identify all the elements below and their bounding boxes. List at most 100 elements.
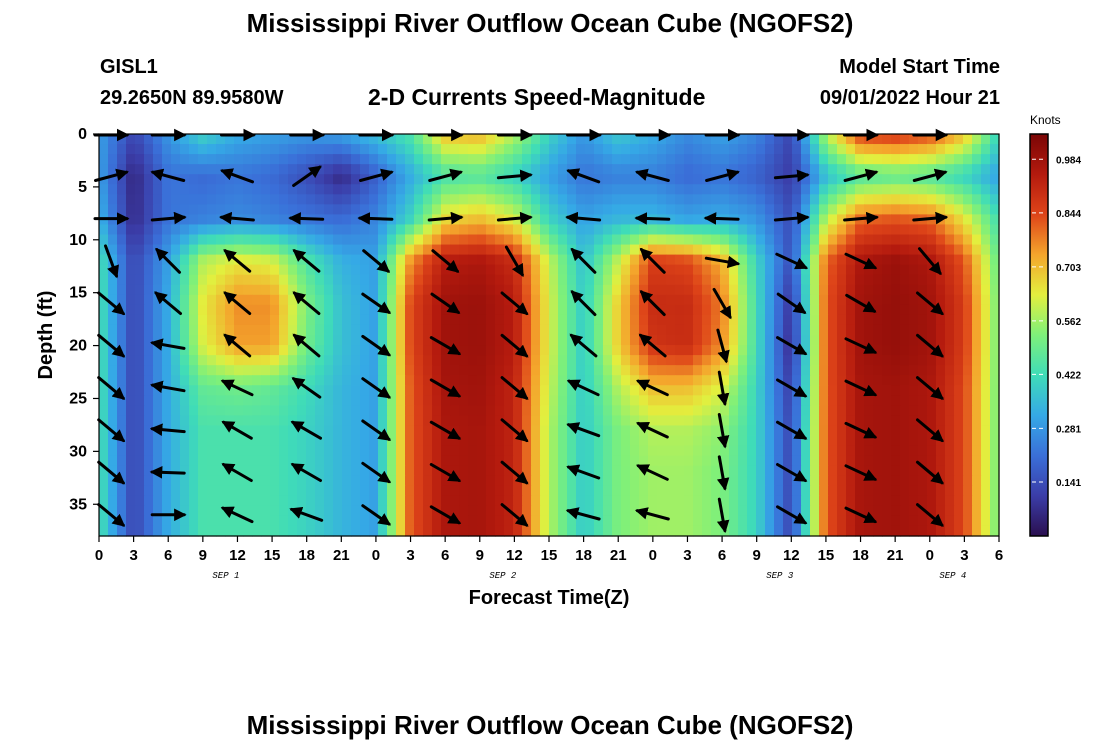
heatmap-cell	[810, 214, 820, 226]
heatmap-cell	[126, 284, 136, 296]
heatmap-cell	[810, 335, 820, 346]
heatmap-cell	[981, 355, 991, 366]
heatmap-cell	[324, 465, 334, 477]
heatmap-cell	[927, 505, 937, 517]
heatmap-cell	[180, 294, 190, 306]
heatmap-cell	[855, 184, 865, 195]
heatmap-cell	[945, 154, 955, 165]
heatmap-cell	[576, 194, 586, 205]
heatmap-cell	[828, 244, 838, 256]
heatmap-cell	[396, 355, 406, 366]
heatmap-cell	[423, 164, 433, 175]
heatmap-cell	[621, 244, 631, 256]
heatmap-cell	[801, 525, 811, 537]
heatmap-cell	[540, 324, 550, 336]
heatmap-cell	[819, 495, 829, 507]
heatmap-cell	[756, 425, 766, 437]
heatmap-cell	[198, 395, 208, 406]
heatmap-cell	[495, 274, 505, 286]
heatmap-cell	[423, 345, 433, 356]
heatmap-cell	[153, 134, 163, 145]
heatmap-cell	[576, 204, 586, 215]
heatmap-cell	[675, 144, 685, 155]
heatmap-cell	[486, 264, 496, 276]
heatmap-cell	[990, 274, 1000, 286]
heatmap-cell	[243, 284, 253, 296]
heatmap-cell	[198, 184, 208, 195]
heatmap-cell	[396, 345, 406, 356]
heatmap-cell	[972, 204, 982, 215]
heatmap-cell	[558, 365, 568, 376]
y-tick-label: 20	[69, 338, 87, 355]
heatmap-cell	[801, 465, 811, 477]
heatmap-cell	[585, 274, 595, 286]
heatmap-cell	[729, 184, 739, 195]
heatmap-cell	[342, 525, 352, 537]
heatmap-cell	[504, 445, 514, 457]
heatmap-cell	[792, 284, 802, 296]
heatmap-cell	[891, 505, 901, 517]
heatmap-cell	[855, 294, 865, 306]
heatmap-cell	[198, 314, 208, 326]
heatmap-cell	[387, 335, 397, 346]
heatmap-cell	[684, 134, 694, 145]
heatmap-cell	[927, 324, 937, 336]
heatmap-cell	[378, 314, 388, 326]
heatmap-cell	[198, 495, 208, 507]
heatmap-cell	[882, 204, 892, 215]
heatmap-cell	[486, 465, 496, 477]
heatmap-cell	[342, 314, 352, 326]
heatmap-cell	[594, 365, 604, 376]
heatmap-cell	[774, 304, 784, 316]
heatmap-cell	[486, 425, 496, 437]
heatmap-cell	[963, 264, 973, 276]
x-tick-label: 18	[298, 547, 315, 564]
heatmap-cell	[531, 284, 541, 296]
heatmap-cell	[855, 274, 865, 286]
heatmap-cell	[972, 264, 982, 276]
heatmap-cell	[639, 415, 649, 427]
heatmap-cell	[711, 365, 721, 376]
heatmap-cell	[981, 495, 991, 507]
heatmap-cell	[729, 435, 739, 447]
heatmap-cell	[540, 274, 550, 286]
x-tick-label: 12	[783, 547, 800, 564]
heatmap-cell	[225, 314, 235, 326]
heatmap-cell	[504, 254, 514, 266]
heatmap-cell	[414, 184, 424, 195]
heatmap-cell	[261, 194, 271, 205]
heatmap-cell	[342, 445, 352, 457]
heatmap-cell	[837, 284, 847, 296]
heatmap-cell	[180, 395, 190, 406]
heatmap-cell	[144, 465, 154, 477]
heatmap-cell	[189, 505, 199, 517]
heatmap-cell	[810, 144, 820, 155]
heatmap-cell	[972, 244, 982, 256]
heatmap-cell	[333, 204, 343, 215]
heatmap-cell	[243, 495, 253, 507]
heatmap-cell	[666, 485, 676, 497]
heatmap-cell	[117, 455, 127, 467]
heatmap-cell	[441, 525, 451, 537]
heatmap-cell	[108, 525, 118, 537]
heatmap-cell	[108, 134, 118, 145]
heatmap-cell	[981, 324, 991, 336]
heatmap-cell	[783, 345, 793, 356]
heatmap-cell	[576, 415, 586, 427]
heatmap-cell	[270, 505, 280, 517]
heatmap-cell	[378, 224, 388, 236]
heatmap-cell	[171, 324, 181, 336]
heatmap-cell	[342, 395, 352, 406]
heatmap-cell	[801, 224, 811, 236]
x-tick-label: 9	[476, 547, 484, 564]
heatmap-cell	[783, 174, 793, 185]
heatmap-cell	[981, 345, 991, 356]
heatmap-cell	[738, 244, 748, 256]
heatmap-cell	[990, 304, 1000, 316]
heatmap-cell	[909, 164, 919, 175]
heatmap-cell	[702, 264, 712, 276]
heatmap-cell	[972, 194, 982, 205]
heatmap-cell	[720, 465, 730, 477]
heatmap-cell	[639, 264, 649, 276]
heatmap-cell	[333, 164, 343, 175]
